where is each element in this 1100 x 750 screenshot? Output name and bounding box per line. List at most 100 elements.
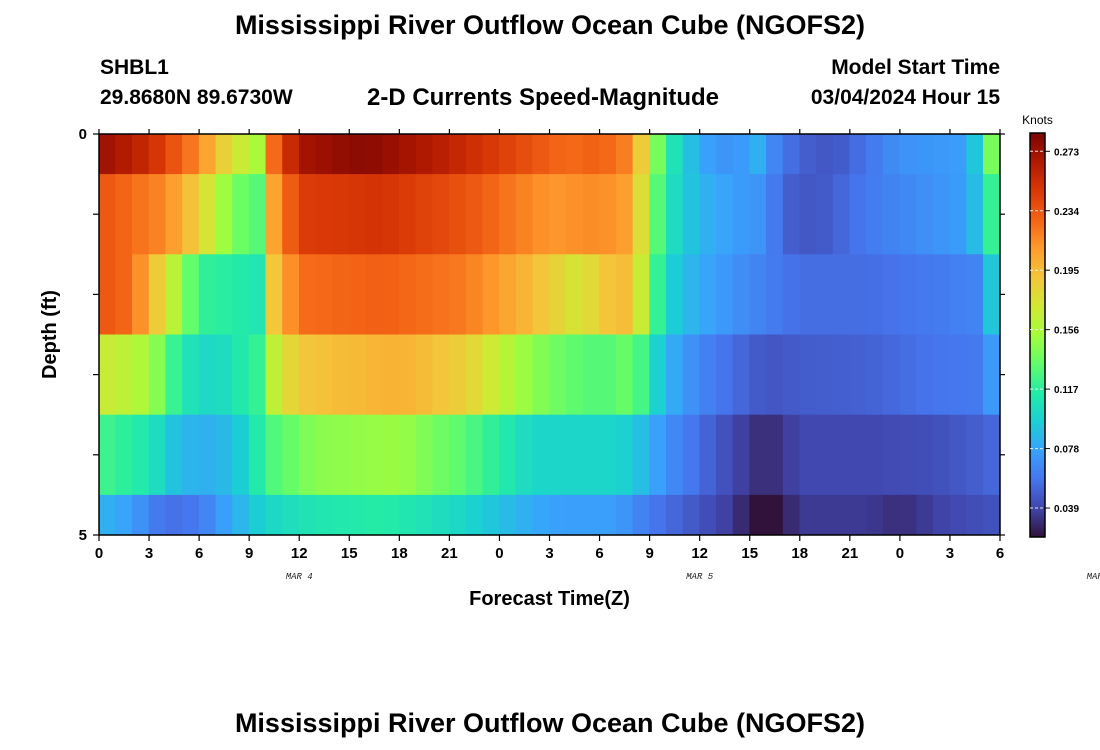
heatmap-cell bbox=[482, 494, 500, 536]
heatmap-cell bbox=[282, 334, 300, 416]
heatmap-cell bbox=[98, 134, 116, 175]
heatmap-cell bbox=[532, 254, 550, 335]
heatmap-cell bbox=[399, 414, 417, 496]
heatmap-cell bbox=[699, 414, 717, 496]
heatmap-cell bbox=[298, 134, 317, 175]
heatmap-cell bbox=[399, 334, 417, 416]
heatmap-cell bbox=[499, 134, 517, 175]
heatmap-cell bbox=[482, 254, 500, 335]
day-label: MAR 5 bbox=[686, 572, 714, 582]
heatmap-cell bbox=[966, 334, 984, 416]
heatmap-cell bbox=[449, 334, 467, 416]
heatmap-cell bbox=[649, 494, 667, 536]
heatmap-cell bbox=[315, 254, 333, 335]
heatmap-cell bbox=[115, 174, 133, 255]
heatmap-cell bbox=[932, 334, 951, 416]
heatmap-cell bbox=[348, 414, 367, 496]
heatmap-cell bbox=[348, 134, 367, 175]
heatmap-cell bbox=[148, 254, 167, 335]
heatmap-cell bbox=[332, 494, 350, 536]
heatmap-cell bbox=[832, 134, 851, 175]
heatmap-cell bbox=[382, 254, 400, 335]
heatmap-cell bbox=[666, 414, 684, 496]
heatmap-cell bbox=[415, 494, 434, 536]
heatmap-cell bbox=[716, 334, 734, 416]
heatmap-cell bbox=[882, 494, 901, 536]
heatmap-cell bbox=[348, 254, 367, 335]
heatmap-cell bbox=[882, 334, 901, 416]
x-tick-label: 12 bbox=[691, 545, 708, 562]
x-tick-label: 0 bbox=[495, 545, 503, 562]
heatmap-cell bbox=[632, 134, 650, 175]
heatmap-cell bbox=[265, 134, 283, 175]
heatmap-cell bbox=[749, 254, 767, 335]
heatmap-cell bbox=[248, 134, 267, 175]
heatmap-cell bbox=[532, 174, 550, 255]
heatmap-cell bbox=[382, 134, 400, 175]
heatmap-cell bbox=[232, 174, 250, 255]
y-axis-title: Depth (ft) bbox=[39, 290, 61, 379]
heatmap-cell bbox=[782, 334, 801, 416]
heatmap-cell bbox=[849, 494, 867, 536]
heatmap-cell bbox=[165, 174, 183, 255]
heatmap-cell bbox=[615, 254, 634, 335]
heatmap-cell bbox=[182, 134, 200, 175]
heatmap-cell bbox=[182, 494, 200, 536]
heatmap-cell bbox=[198, 134, 217, 175]
heatmap-cell bbox=[382, 334, 400, 416]
heatmap-cell bbox=[782, 174, 801, 255]
heatmap-cell bbox=[148, 174, 167, 255]
heatmap-cell bbox=[415, 334, 434, 416]
heatmap-cell bbox=[649, 414, 667, 496]
heatmap-cell bbox=[499, 494, 517, 536]
x-tick-label: 21 bbox=[841, 545, 858, 562]
heatmap-cell bbox=[732, 254, 751, 335]
heatmap-cell bbox=[666, 494, 684, 536]
heatmap-cell bbox=[449, 494, 467, 536]
heatmap-cell bbox=[515, 134, 534, 175]
y-tick-label: 5 bbox=[79, 527, 87, 544]
heatmap-cell bbox=[399, 134, 417, 175]
heatmap-cell bbox=[632, 414, 650, 496]
heatmap-cell bbox=[365, 414, 383, 496]
heatmap-cell bbox=[215, 134, 233, 175]
heatmap-cell bbox=[716, 134, 734, 175]
heatmap-cell bbox=[599, 494, 617, 536]
heatmap-cell bbox=[549, 334, 567, 416]
heatmap-cell bbox=[799, 414, 817, 496]
heatmap-cell bbox=[165, 494, 183, 536]
heatmap-cell bbox=[615, 334, 634, 416]
heatmap-cell bbox=[482, 174, 500, 255]
heatmap-cell bbox=[882, 414, 901, 496]
heatmap-cell bbox=[165, 254, 183, 335]
heatmap-cell bbox=[298, 494, 317, 536]
heatmap-cell bbox=[182, 254, 200, 335]
x-tick-label: 3 bbox=[545, 545, 553, 562]
heatmap-cell bbox=[949, 414, 967, 496]
heatmap-cell bbox=[782, 254, 801, 335]
heatmap-cell bbox=[866, 414, 884, 496]
heatmap-cell bbox=[148, 494, 167, 536]
chart-subtitle: 2-D Currents Speed-Magnitude bbox=[367, 84, 720, 111]
heatmap-cell bbox=[983, 174, 1001, 255]
heatmap-cell bbox=[382, 414, 400, 496]
heatmap-cell bbox=[966, 414, 984, 496]
x-tick-label: 6 bbox=[195, 545, 203, 562]
heatmap-cell bbox=[215, 414, 233, 496]
heatmap-cell bbox=[732, 134, 751, 175]
heatmap-cell bbox=[716, 494, 734, 536]
heatmap-cell bbox=[415, 414, 434, 496]
heatmap-cell bbox=[666, 334, 684, 416]
heatmap-cell bbox=[415, 174, 434, 255]
heatmap-cell bbox=[365, 134, 383, 175]
x-tick-label: 3 bbox=[946, 545, 954, 562]
heatmap-cell bbox=[899, 334, 917, 416]
heatmap-cell bbox=[966, 254, 984, 335]
heatmap-cell bbox=[882, 254, 901, 335]
heatmap-cell bbox=[682, 334, 700, 416]
heatmap-cell bbox=[215, 254, 233, 335]
heatmap-cell bbox=[966, 134, 984, 175]
heatmap-cells bbox=[98, 134, 1001, 536]
heatmap-cell bbox=[132, 174, 150, 255]
heatmap-cell bbox=[899, 254, 917, 335]
